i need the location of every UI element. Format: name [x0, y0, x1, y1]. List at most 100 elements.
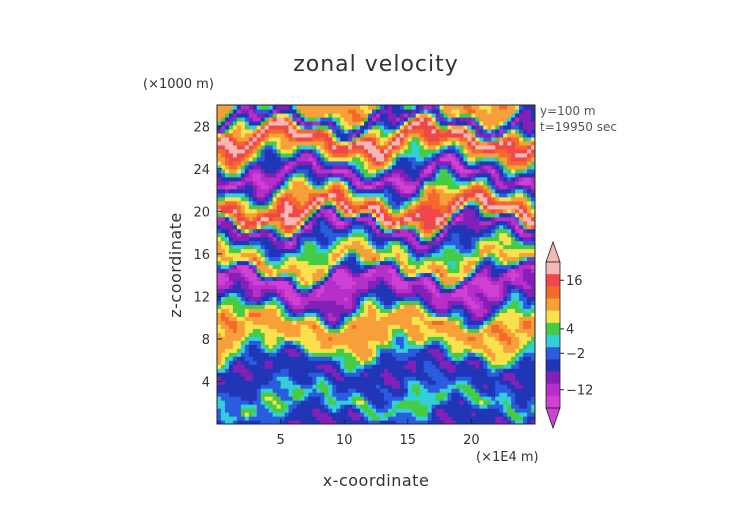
- heatmap-cell: [296, 376, 302, 381]
- heatmap-cell: [217, 216, 222, 222]
- heatmap-cell: [252, 208, 258, 214]
- heatmap-cell: [519, 196, 524, 202]
- heatmap-cell: [308, 232, 314, 238]
- heatmap-cell: [328, 284, 333, 290]
- heatmap-cell: [471, 300, 476, 305]
- heatmap-cell: [439, 252, 445, 258]
- heatmap-cell: [523, 268, 528, 274]
- heatmap-cell: [252, 416, 258, 421]
- heatmap-cell: [455, 292, 461, 297]
- heatmap-cell: [523, 364, 528, 369]
- heatmap-cell: [268, 200, 274, 206]
- heatmap-cell: [387, 212, 393, 218]
- heatmap-cell: [328, 196, 333, 202]
- heatmap-cell: [443, 276, 449, 282]
- heatmap-cell: [312, 372, 317, 377]
- heatmap-cell: [288, 372, 294, 377]
- heatmap-cell: [439, 224, 445, 230]
- heatmap-cell: [372, 416, 377, 421]
- heatmap-cell: [300, 348, 306, 353]
- heatmap-cell: [519, 336, 524, 341]
- heatmap-cell: [324, 252, 329, 258]
- heatmap-cell: [360, 356, 365, 361]
- heatmap-cell: [280, 348, 286, 353]
- heatmap-cell: [228, 384, 234, 389]
- heatmap-cell: [368, 180, 373, 186]
- heatmap-cell: [220, 416, 226, 421]
- heatmap-cell: [268, 372, 274, 377]
- heatmap-cell: [415, 268, 421, 274]
- heatmap-cell: [224, 188, 230, 194]
- heatmap-cell: [336, 308, 341, 313]
- heatmap-cell: [515, 332, 520, 337]
- heatmap-cell: [304, 308, 310, 313]
- heatmap-cell: [244, 280, 250, 286]
- heatmap-cell: [292, 224, 298, 230]
- heatmap-cell: [455, 332, 461, 337]
- heatmap-cell: [244, 412, 250, 417]
- heatmap-cell: [491, 408, 496, 413]
- heatmap-cell: [431, 420, 437, 424]
- heatmap-cell: [228, 256, 234, 262]
- heatmap-cell: [217, 176, 222, 182]
- heatmap-cell: [503, 224, 508, 230]
- heatmap-cell: [356, 272, 361, 278]
- heatmap-cell: [391, 200, 397, 206]
- heatmap-cell: [344, 208, 349, 214]
- heatmap-cell: [415, 368, 421, 373]
- heatmap-cell: [288, 224, 294, 230]
- heatmap-cell: [387, 352, 393, 357]
- heatmap-cell: [240, 324, 246, 329]
- heatmap-cell: [479, 264, 484, 270]
- chart-title: zonal velocity: [293, 52, 459, 77]
- heatmap-cell: [364, 312, 369, 317]
- heatmap-cell: [376, 176, 381, 182]
- heatmap-cell: [523, 304, 528, 309]
- heatmap-cell: [495, 344, 500, 349]
- heatmap-cell: [487, 312, 492, 317]
- heatmap-cell: [523, 248, 528, 254]
- heatmap-cell: [268, 240, 274, 246]
- heatmap-cell: [336, 380, 341, 385]
- heatmap-cell: [244, 388, 250, 393]
- heatmap-cell: [399, 208, 405, 214]
- heatmap-cell: [324, 352, 329, 357]
- heatmap-cell: [475, 256, 480, 262]
- heatmap-cell: [312, 284, 317, 290]
- heatmap-cell: [236, 236, 242, 242]
- heatmap-cell: [228, 264, 234, 270]
- heatmap-cell: [217, 284, 222, 290]
- heatmap-cell: [324, 320, 329, 325]
- heatmap-cell: [304, 324, 310, 329]
- heatmap-cell: [411, 204, 417, 210]
- heatmap-cell: [236, 368, 242, 373]
- heatmap-cell: [379, 332, 385, 337]
- heatmap-cell: [487, 196, 492, 202]
- heatmap-cell: [459, 244, 465, 250]
- heatmap-cell: [459, 256, 465, 262]
- heatmap-cell: [463, 240, 469, 246]
- heatmap-cell: [419, 224, 425, 230]
- heatmap-cell: [459, 372, 465, 377]
- heatmap-cell: [228, 380, 234, 385]
- heatmap-cell: [228, 288, 234, 294]
- heatmap-cell: [499, 240, 504, 246]
- heatmap-cell: [280, 276, 286, 282]
- heatmap-cell: [348, 276, 353, 282]
- heatmap-cell: [308, 292, 314, 297]
- heatmap-cell: [292, 300, 298, 305]
- heatmap-cell: [360, 268, 365, 274]
- heatmap-cell: [495, 356, 500, 361]
- heatmap-cell: [324, 204, 329, 210]
- heatmap-cell: [475, 344, 480, 349]
- heatmap-cell: [491, 200, 496, 206]
- heatmap-cell: [503, 288, 508, 294]
- heatmap-cell: [471, 316, 476, 321]
- heatmap-cell: [332, 192, 337, 198]
- heatmap-cell: [228, 176, 234, 182]
- heatmap-cell: [443, 308, 449, 313]
- heatmap-cell: [328, 268, 333, 274]
- heatmap-cell: [292, 212, 298, 218]
- heatmap-cell: [503, 188, 508, 194]
- heatmap-cell: [280, 264, 286, 270]
